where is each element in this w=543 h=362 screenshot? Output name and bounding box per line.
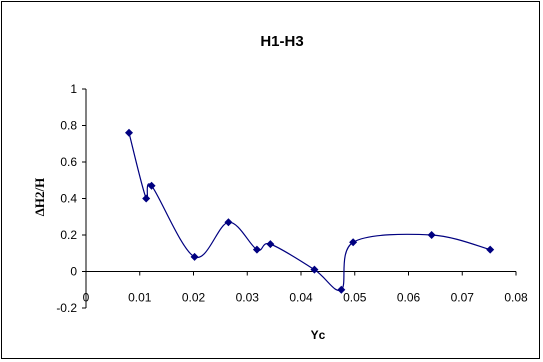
axes: -0.2 0 0.2 0.4 0.6 0.8 1 0 0.01 0.02 0.03 0.04 0.05 0… <box>56 82 528 315</box>
data-point <box>190 252 199 261</box>
x-axis-label: Yc <box>311 328 326 342</box>
chart-title: H1-H3 <box>260 33 303 50</box>
data-point <box>337 285 346 294</box>
data-point <box>125 128 133 137</box>
y-axis-label: ΔH2/H <box>32 178 47 217</box>
data-point <box>427 231 436 239</box>
x-tick-label: 0 <box>83 291 90 305</box>
y-tick-label: 0.4 <box>60 192 77 206</box>
series-line <box>128 132 491 292</box>
data-point <box>147 181 156 190</box>
x-tick-label: 0.01 <box>128 291 152 305</box>
y-tick-label: 0.2 <box>60 228 77 242</box>
x-tick-label: 0.04 <box>289 291 313 305</box>
y-tick-label: 0.8 <box>60 119 77 133</box>
y-tick-label: 1 <box>70 82 77 96</box>
data-point <box>349 238 358 247</box>
y-tick-label: 0 <box>70 265 77 279</box>
x-tick-label: 0.05 <box>343 291 367 305</box>
x-tick-label: 0.06 <box>397 291 421 305</box>
x-tick-label: 0.03 <box>236 291 260 305</box>
data-point <box>224 218 233 227</box>
x-tick-label: 0.08 <box>504 291 528 305</box>
data-point <box>310 265 319 274</box>
data-point <box>142 194 151 203</box>
series <box>125 128 495 294</box>
x-tick-label: 0.07 <box>451 291 475 305</box>
data-point <box>266 240 275 249</box>
y-tick-label: 0.6 <box>60 155 77 169</box>
y-tick-label: -0.2 <box>56 301 77 315</box>
data-point <box>486 245 495 254</box>
data-point <box>252 245 261 254</box>
x-tick-label: 0.02 <box>182 291 206 305</box>
